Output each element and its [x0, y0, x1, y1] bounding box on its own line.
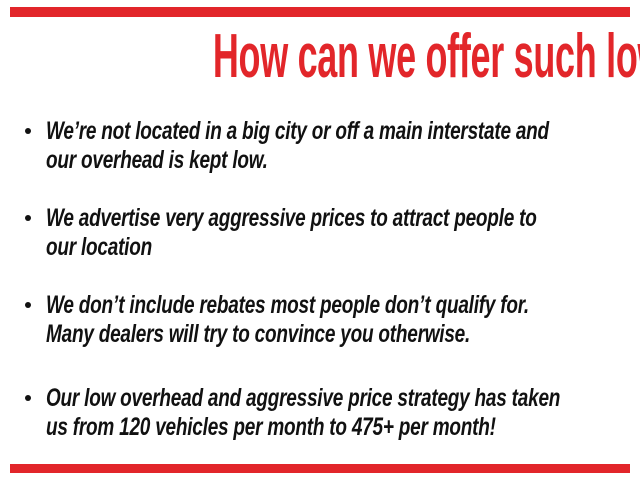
bullet-line: Our low overhead and aggressive price st… — [46, 384, 561, 412]
bullet-dot-icon — [25, 395, 31, 401]
bullet-dot-icon — [25, 215, 31, 221]
bullet-line: Many dealers will try to convince you ot… — [46, 320, 471, 348]
bullet-line: our location — [46, 233, 152, 261]
bullet-text: We don’t include rebates most people don… — [46, 291, 622, 349]
slide-title: How can we offer such low prices? — [0, 22, 640, 91]
bullet-line: We don’t include rebates most people don… — [46, 291, 529, 319]
slide-title-text: How can we offer such low prices? — [212, 22, 640, 91]
bullet-item-4: Our low overhead and aggressive price st… — [22, 384, 622, 442]
bullet-line: We’re not located in a big city or off a… — [46, 117, 549, 145]
bullet-item-3: We don’t include rebates most people don… — [22, 291, 622, 349]
bullet-item-1: We’re not located in a big city or off a… — [22, 117, 622, 175]
bullet-item-2: We advertise very aggressive prices to a… — [22, 204, 622, 262]
bullet-line: our overhead is kept low. — [46, 146, 268, 174]
bullet-dot-icon — [25, 128, 31, 134]
bullet-line: us from 120 vehicles per month to 475+ p… — [46, 413, 496, 441]
bullet-text: We’re not located in a big city or off a… — [46, 117, 622, 175]
bottom-accent-bar — [10, 464, 630, 473]
bullet-line: We advertise very aggressive prices to a… — [46, 204, 537, 232]
bullet-text: Our low overhead and aggressive price st… — [46, 384, 622, 442]
top-accent-bar — [10, 7, 630, 17]
bullet-text: We advertise very aggressive prices to a… — [46, 204, 622, 262]
bullet-dot-icon — [25, 302, 31, 308]
